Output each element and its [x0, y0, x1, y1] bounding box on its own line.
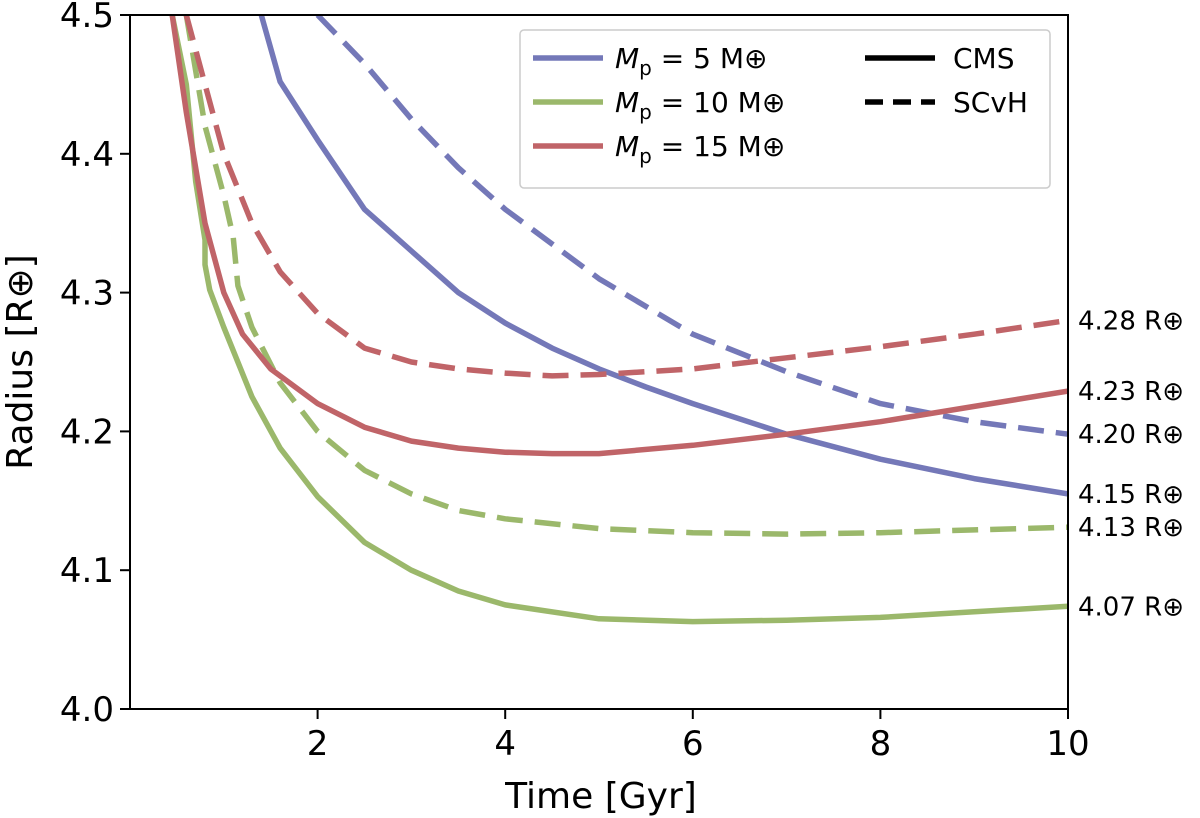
legend-entry-label: Mp = 5 M⊕: [615, 42, 767, 80]
y-tick-label: 4.0: [60, 690, 114, 730]
end-labels: 4.15 R⊕ 4.20 R⊕ 4.07 R⊕ 4.13 R⊕ 4.23 R⊕ 4.28 …: [1078, 306, 1184, 622]
series-line-1: [315, 15, 1068, 437]
end-label: 4.07 R⊕: [1078, 592, 1184, 622]
legend: Mp = 5 M⊕ Mp = 10 M⊕ Mp = 15 M⊕ CMS SCvH: [519, 29, 1051, 189]
series-line-2: [169, 15, 1068, 625]
x-axis-label: Time [Gyr]: [504, 776, 697, 817]
legend-entry-label: Mp = 15 M⊕: [615, 130, 785, 168]
y-axis-label: Radius [R⊕]: [0, 254, 41, 469]
y-tick-label: 4.1: [60, 551, 114, 591]
end-label: 4.15 R⊕: [1078, 480, 1184, 510]
series-line-5: [183, 15, 1068, 379]
x-tick-label: 10: [1046, 724, 1089, 764]
end-label: 4.13 R⊕: [1078, 513, 1184, 543]
y-tick-label: 4.3: [60, 274, 114, 314]
legend-style-label: SCvH: [953, 86, 1028, 119]
x-axis: 2 4 6 8 10: [307, 709, 1090, 764]
x-tick-label: 6: [682, 724, 704, 764]
legend-style-label: CMS: [953, 42, 1014, 75]
plot-frame: [129, 14, 1069, 710]
end-label: 4.23 R⊕: [1078, 377, 1184, 407]
series-line-3: [183, 15, 1068, 537]
y-tick-label: 4.2: [60, 412, 114, 452]
y-tick-label: 4.5: [60, 0, 114, 36]
series-line-0: [258, 15, 1068, 497]
x-tick-label: 2: [307, 724, 329, 764]
end-label: 4.20 R⊕: [1078, 420, 1184, 450]
x-tick-label: 8: [870, 724, 892, 764]
legend-box: [519, 29, 1051, 189]
legend-entry-label: Mp = 10 M⊕: [615, 86, 785, 124]
series-line-4: [169, 15, 1068, 457]
end-label: 4.28 R⊕: [1078, 306, 1184, 336]
x-tick-label: 4: [494, 724, 516, 764]
y-axis: 4.0 4.1 4.2 4.3 4.4 4.5: [60, 0, 130, 730]
series-layer: [169, 15, 1068, 625]
y-tick-label: 4.4: [60, 135, 114, 175]
